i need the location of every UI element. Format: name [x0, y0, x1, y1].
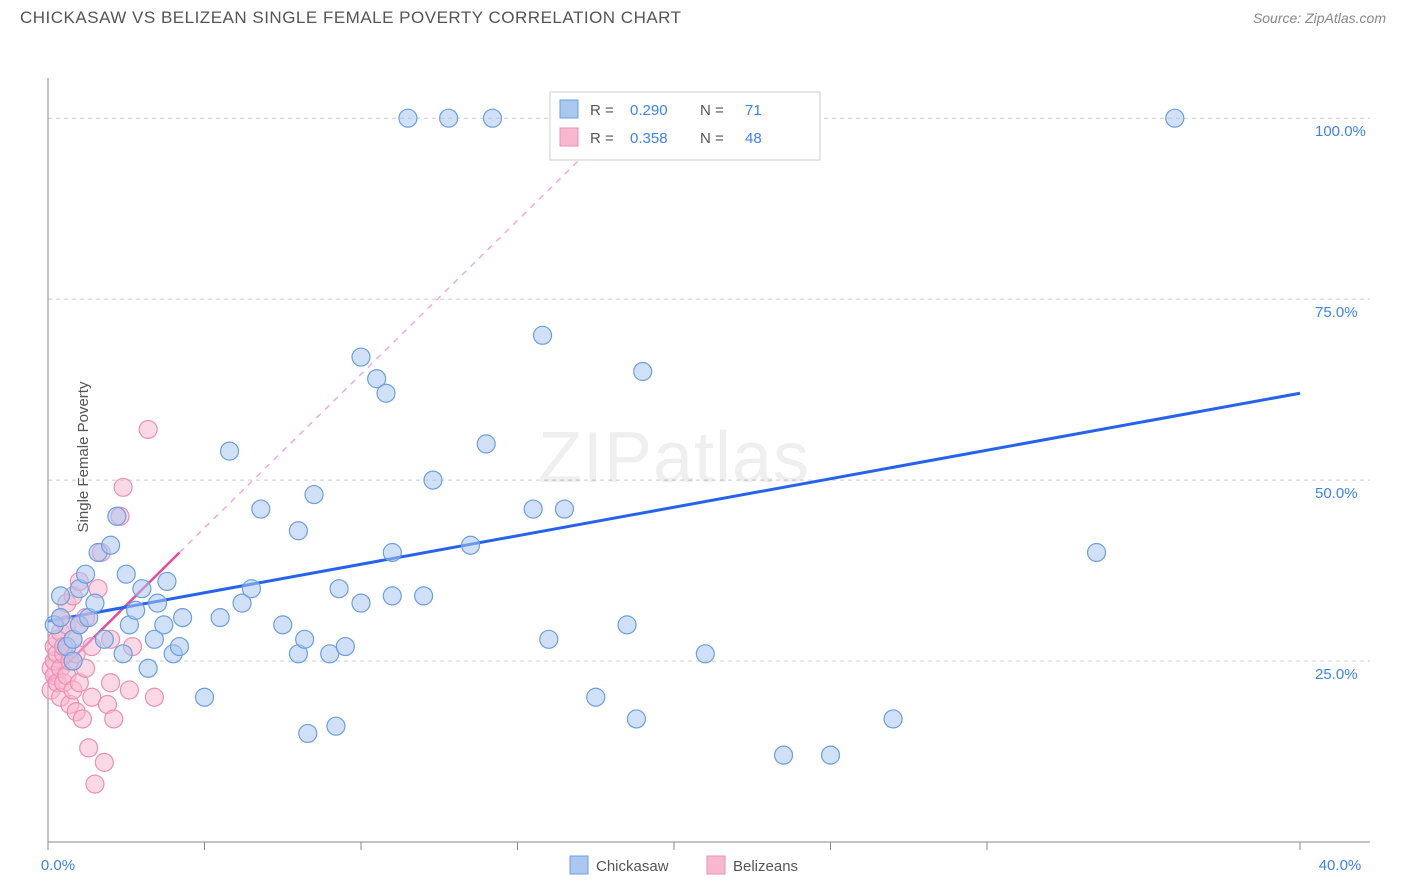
- scatter-chart-svg: 25.0% 50.0% 75.0% 100.0% 0.0% 40.0% ZIPatlas R …: [0, 32, 1406, 882]
- data-point: [133, 580, 151, 598]
- legend-label: Chickasaw: [596, 858, 669, 875]
- legend-swatch: [570, 856, 588, 874]
- legend-label: Belizeans: [733, 858, 798, 875]
- data-point: [462, 536, 480, 554]
- watermark: ZIPatlas: [538, 418, 810, 498]
- source-label: Source: ZipAtlas.com: [1253, 10, 1386, 26]
- data-point: [52, 609, 70, 627]
- data-point: [95, 630, 113, 648]
- data-point: [120, 681, 138, 699]
- stats-n-value: 71: [745, 102, 762, 119]
- data-point: [274, 616, 292, 634]
- data-point: [155, 616, 173, 634]
- stats-r-value: 0.358: [630, 130, 668, 147]
- data-point: [305, 486, 323, 504]
- y-tick-label: 100.0%: [1315, 123, 1366, 140]
- y-tick-label: 50.0%: [1315, 485, 1358, 502]
- data-point: [174, 609, 192, 627]
- data-point: [330, 580, 348, 598]
- data-point: [415, 587, 433, 605]
- data-point: [64, 652, 82, 670]
- data-point: [170, 638, 188, 656]
- data-point: [114, 645, 132, 663]
- stats-r-value: 0.290: [630, 102, 668, 119]
- data-point: [252, 500, 270, 518]
- data-point: [424, 471, 442, 489]
- data-point: [352, 594, 370, 612]
- data-point: [377, 384, 395, 402]
- data-point: [483, 109, 501, 127]
- data-point: [196, 688, 214, 706]
- x-tick-label: 0.0%: [41, 857, 75, 874]
- data-point: [139, 659, 157, 677]
- chart-header: CHICKASAW VS BELIZEAN SINGLE FEMALE POVE…: [0, 0, 1406, 32]
- data-point: [327, 717, 345, 735]
- data-point: [145, 688, 163, 706]
- data-point: [86, 775, 104, 793]
- data-point: [440, 109, 458, 127]
- data-point: [696, 645, 714, 663]
- data-point: [634, 363, 652, 381]
- data-point: [102, 536, 120, 554]
- data-point: [95, 753, 113, 771]
- data-point: [73, 710, 91, 728]
- data-point: [80, 739, 98, 757]
- data-point: [299, 724, 317, 742]
- chart-title: CHICKASAW VS BELIZEAN SINGLE FEMALE POVE…: [20, 8, 682, 28]
- data-point: [627, 710, 645, 728]
- data-point: [296, 630, 314, 648]
- data-point: [108, 507, 126, 525]
- data-point: [540, 630, 558, 648]
- data-point: [52, 587, 70, 605]
- y-axis-label: Single Female Poverty: [75, 382, 92, 533]
- data-point: [289, 522, 307, 540]
- y-tick-label: 25.0%: [1315, 666, 1358, 683]
- data-point: [77, 565, 95, 583]
- stats-swatch: [560, 100, 578, 118]
- data-point: [221, 442, 239, 460]
- stats-swatch: [560, 128, 578, 146]
- data-point: [102, 674, 120, 692]
- data-point: [555, 500, 573, 518]
- data-point: [352, 348, 370, 366]
- data-point: [399, 109, 417, 127]
- data-point: [127, 601, 145, 619]
- data-point: [211, 609, 229, 627]
- legend-swatch: [707, 856, 725, 874]
- data-point: [477, 435, 495, 453]
- data-point: [114, 478, 132, 496]
- data-point: [149, 594, 167, 612]
- data-point: [534, 326, 552, 344]
- data-point: [884, 710, 902, 728]
- stats-n-label: N =: [700, 130, 724, 147]
- stats-n-label: N =: [700, 102, 724, 119]
- data-point: [242, 580, 260, 598]
- stats-r-label: R =: [590, 102, 614, 119]
- x-tick-label: 40.0%: [1319, 857, 1362, 874]
- data-point: [117, 565, 135, 583]
- stats-n-value: 48: [745, 130, 762, 147]
- chart-area: Single Female Poverty 25.0% 50.0% 75.0% 100…: [0, 32, 1406, 882]
- data-point: [105, 710, 123, 728]
- data-point: [618, 616, 636, 634]
- data-point: [86, 594, 104, 612]
- data-point: [139, 420, 157, 438]
- data-point: [1088, 543, 1106, 561]
- data-point: [383, 543, 401, 561]
- data-point: [383, 587, 401, 605]
- data-point: [587, 688, 605, 706]
- data-point: [158, 572, 176, 590]
- data-point: [336, 638, 354, 656]
- data-point: [822, 746, 840, 764]
- stats-r-label: R =: [590, 130, 614, 147]
- data-point: [775, 746, 793, 764]
- data-point: [524, 500, 542, 518]
- data-point: [1166, 109, 1184, 127]
- y-tick-label: 75.0%: [1315, 304, 1358, 321]
